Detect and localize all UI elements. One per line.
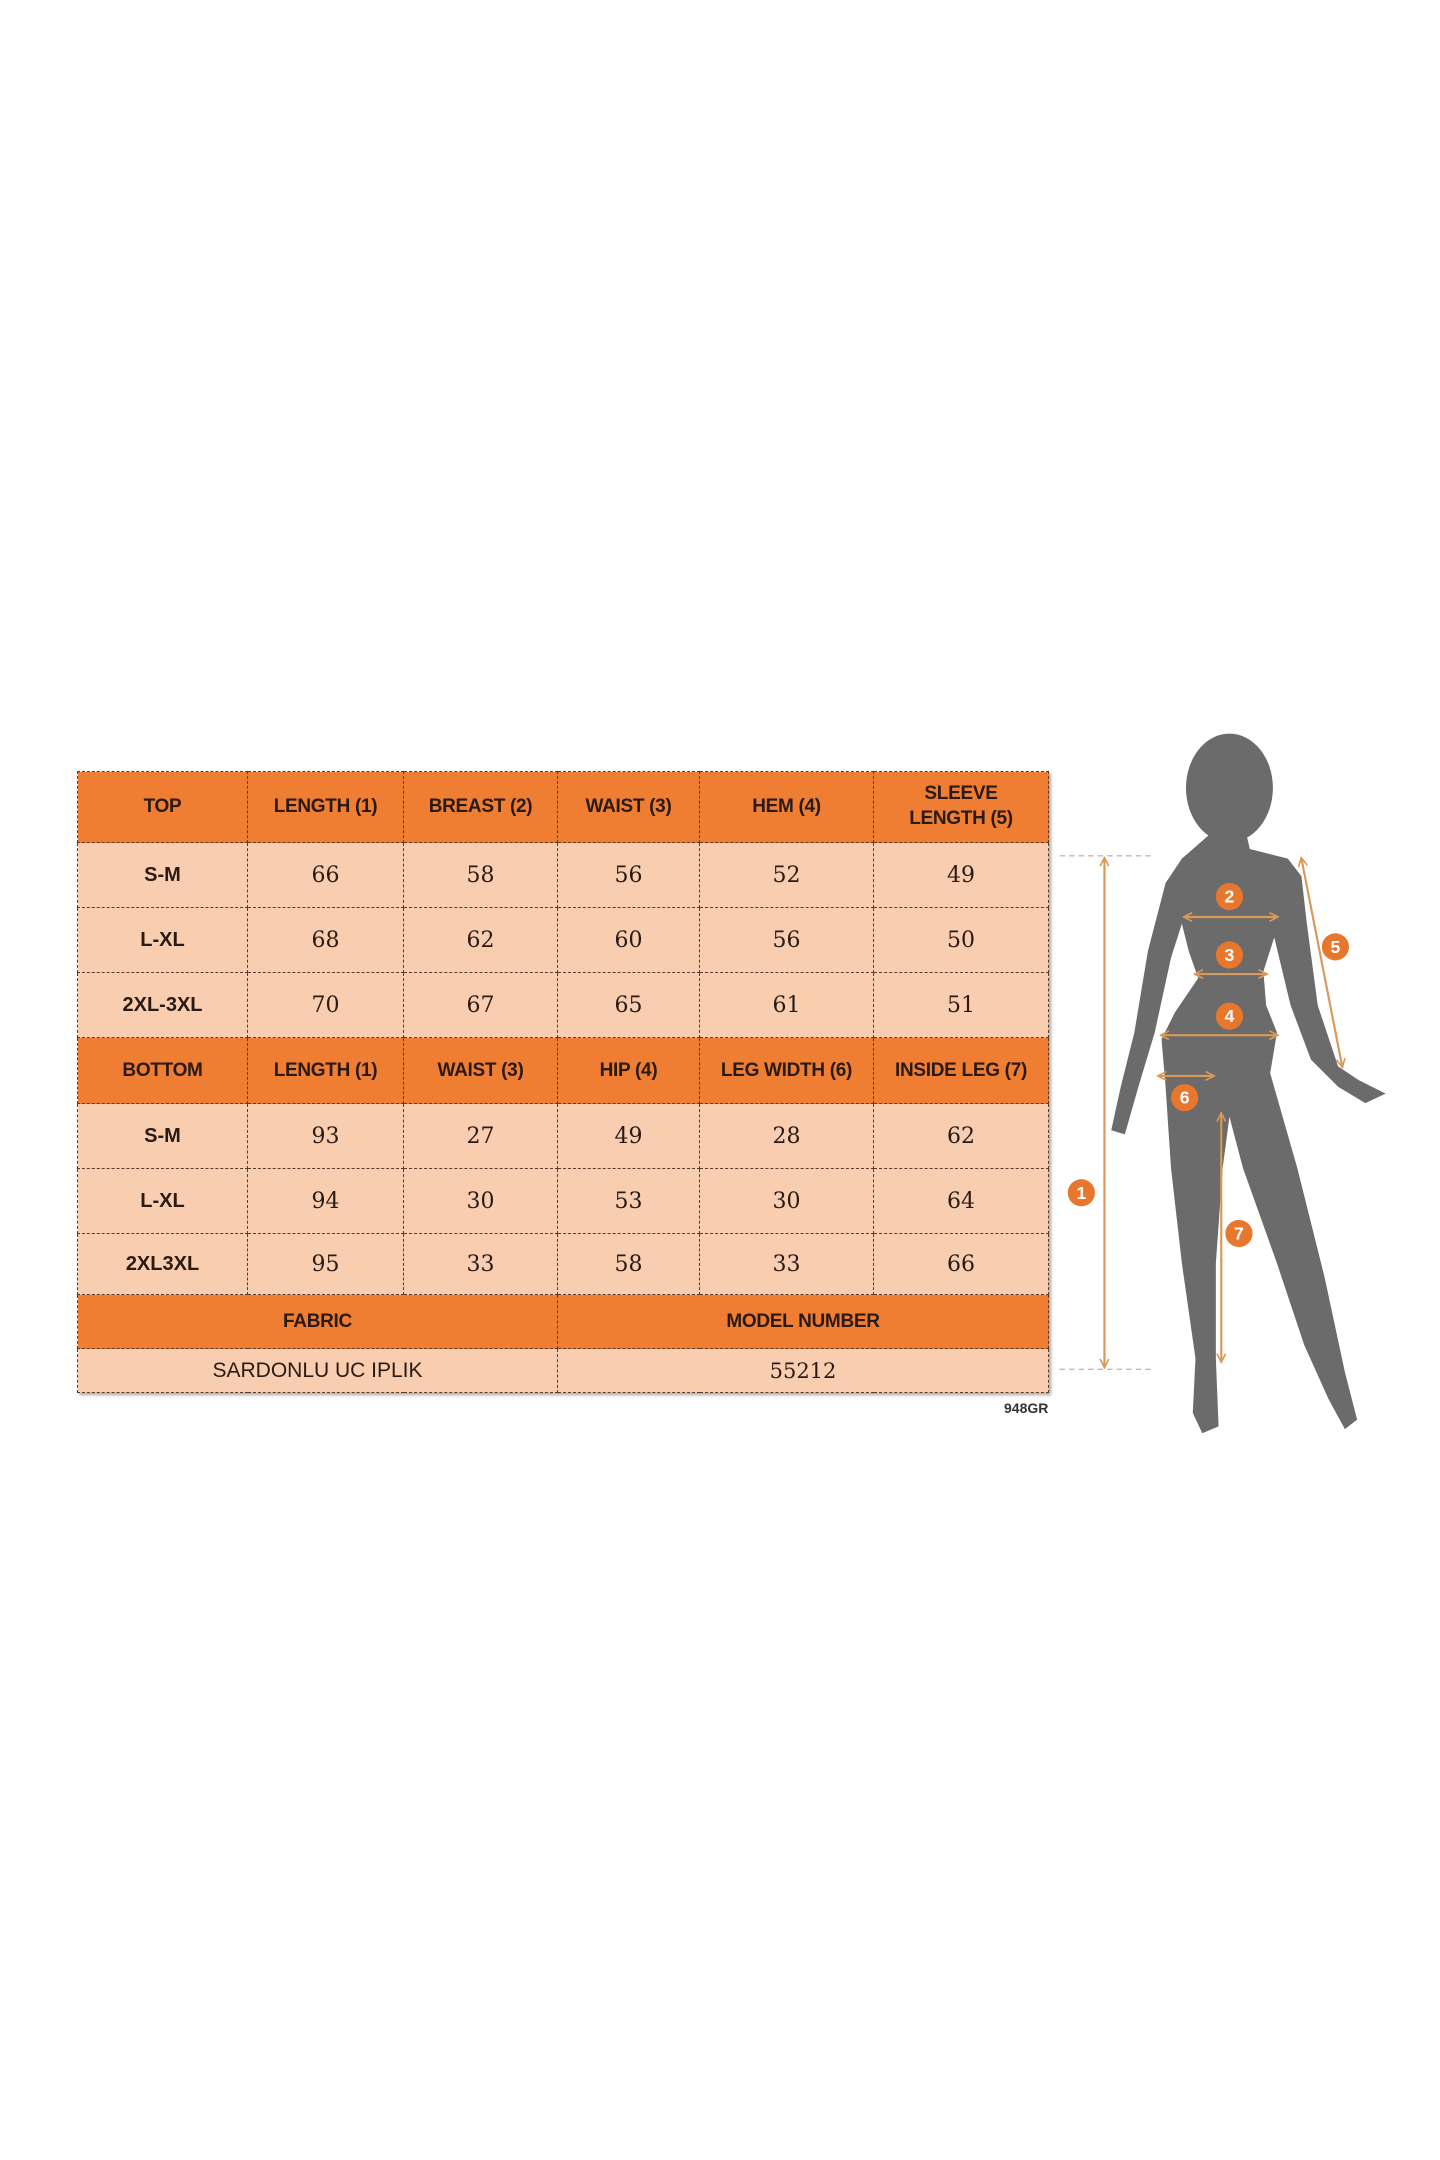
svg-text:5: 5 <box>1330 937 1340 957</box>
size-cell: S-M <box>77 1103 248 1169</box>
value-cell: 70 <box>247 972 404 1038</box>
header-cell: LENGTH (1) <box>247 771 404 843</box>
measurement-lines <box>1059 855 1343 1371</box>
size-cell: L-XL <box>77 1168 248 1234</box>
value-cell: 58 <box>557 1233 700 1295</box>
value-cell: 56 <box>557 842 700 908</box>
header-cell: BREAST (2) <box>403 771 558 843</box>
value-cell: 67 <box>403 972 558 1038</box>
value-cell: 30 <box>403 1168 558 1234</box>
footer-header-row: FABRIC MODEL NUMBER <box>77 1294 1049 1349</box>
value-cell: 30 <box>699 1168 874 1234</box>
size-cell: 2XL3XL <box>77 1233 248 1295</box>
value-cell: 66 <box>247 842 404 908</box>
value-cell: 62 <box>873 1103 1049 1169</box>
footer-value-row: SARDONLU UC IPLIK 55212 <box>77 1348 1049 1393</box>
value-cell: 68 <box>247 907 404 973</box>
model-number-value: 55212 <box>557 1348 1049 1393</box>
value-cell: 51 <box>873 972 1049 1038</box>
marker-4-icon: 4 <box>1215 1002 1244 1030</box>
value-cell: 27 <box>403 1103 558 1169</box>
top-header-row: TOP LENGTH (1) BREAST (2) WAIST (3) HEM … <box>77 771 1049 843</box>
value-cell: 49 <box>557 1103 700 1169</box>
value-cell: 95 <box>247 1233 404 1295</box>
size-cell: L-XL <box>77 907 248 973</box>
table-row: 2XL3XL 95 33 58 33 66 <box>77 1233 1049 1295</box>
svg-text:6: 6 <box>1180 1088 1190 1108</box>
size-chart-table: TOP LENGTH (1) BREAST (2) WAIST (3) HEM … <box>77 771 1049 1393</box>
model-number-label: MODEL NUMBER <box>557 1294 1049 1349</box>
value-cell: 53 <box>557 1168 700 1234</box>
value-cell: 93 <box>247 1103 404 1169</box>
marker-6-icon: 6 <box>1171 1084 1199 1112</box>
value-cell: 60 <box>557 907 700 973</box>
value-cell: 94 <box>247 1168 404 1234</box>
value-cell: 58 <box>403 842 558 908</box>
size-cell: S-M <box>77 842 248 908</box>
value-cell: 33 <box>403 1233 558 1295</box>
marker-5-icon: 5 <box>1321 933 1349 961</box>
svg-text:3: 3 <box>1225 945 1235 965</box>
fabric-label: FABRIC <box>77 1294 558 1349</box>
value-cell: 52 <box>699 842 874 908</box>
value-cell: 56 <box>699 907 874 973</box>
header-cell: LEG WIDTH (6) <box>699 1037 874 1104</box>
value-cell: 65 <box>557 972 700 1038</box>
svg-text:4: 4 <box>1225 1006 1235 1026</box>
header-cell: TOP <box>77 771 248 843</box>
marker-3-icon: 3 <box>1215 941 1244 969</box>
header-cell: WAIST (3) <box>403 1037 558 1104</box>
arrow-sleeve <box>1301 859 1342 1067</box>
silhouette-icon <box>1111 733 1386 1434</box>
fabric-value: SARDONLU UC IPLIK <box>77 1348 558 1393</box>
value-cell: 62 <box>403 907 558 973</box>
table-row: L-XL 94 30 53 30 64 <box>77 1168 1049 1234</box>
footnote-code: 948GR <box>1004 1400 1049 1416</box>
bottom-header-row: BOTTOM LENGTH (1) WAIST (3) HIP (4) LEG … <box>77 1037 1049 1104</box>
table-row: 2XL-3XL 70 67 65 61 51 <box>77 972 1049 1038</box>
table-row: S-M 66 58 56 52 49 <box>77 842 1049 908</box>
marker-7-icon: 7 <box>1225 1219 1253 1248</box>
value-cell: 61 <box>699 972 874 1038</box>
table-row: L-XL 68 62 60 56 50 <box>77 907 1049 973</box>
header-cell: HEM (4) <box>699 771 874 843</box>
table-row: S-M 93 27 49 28 62 <box>77 1103 1049 1169</box>
header-cell: HIP (4) <box>557 1037 700 1104</box>
marker-2-icon: 2 <box>1215 883 1244 911</box>
size-cell: 2XL-3XL <box>77 972 248 1038</box>
header-cell: WAIST (3) <box>557 771 700 843</box>
value-cell: 50 <box>873 907 1049 973</box>
svg-text:2: 2 <box>1225 887 1235 907</box>
header-cell: INSIDE LEG (7) <box>873 1037 1049 1104</box>
header-cell: LENGTH (1) <box>247 1037 404 1104</box>
header-cell: BOTTOM <box>77 1037 248 1104</box>
header-cell: SLEEVE LENGTH (5) <box>873 771 1049 843</box>
value-cell: 64 <box>873 1168 1049 1234</box>
marker-1-icon: 1 <box>1067 1179 1095 1207</box>
value-cell: 49 <box>873 842 1049 908</box>
value-cell: 66 <box>873 1233 1049 1295</box>
svg-text:7: 7 <box>1234 1224 1244 1244</box>
svg-text:1: 1 <box>1076 1183 1086 1203</box>
value-cell: 28 <box>699 1103 874 1169</box>
value-cell: 33 <box>699 1233 874 1295</box>
